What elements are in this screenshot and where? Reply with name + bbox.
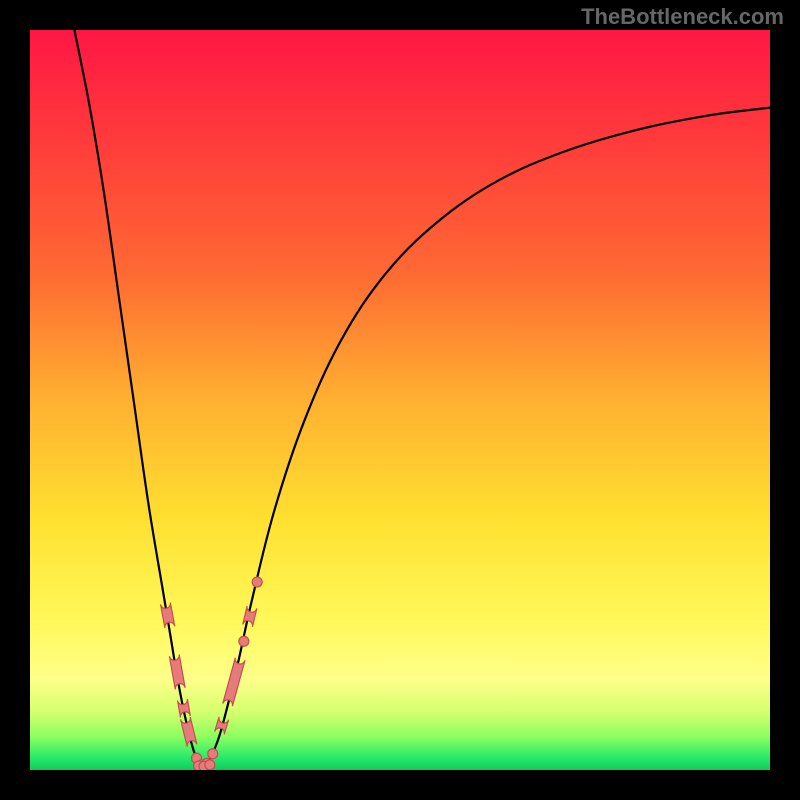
marker-dot (208, 749, 218, 759)
marker-dot (239, 636, 249, 646)
marker-dot (252, 577, 262, 587)
chart-svg (0, 0, 800, 800)
chart-root: TheBottleneck.com (0, 0, 800, 800)
marker-dot (205, 760, 215, 770)
